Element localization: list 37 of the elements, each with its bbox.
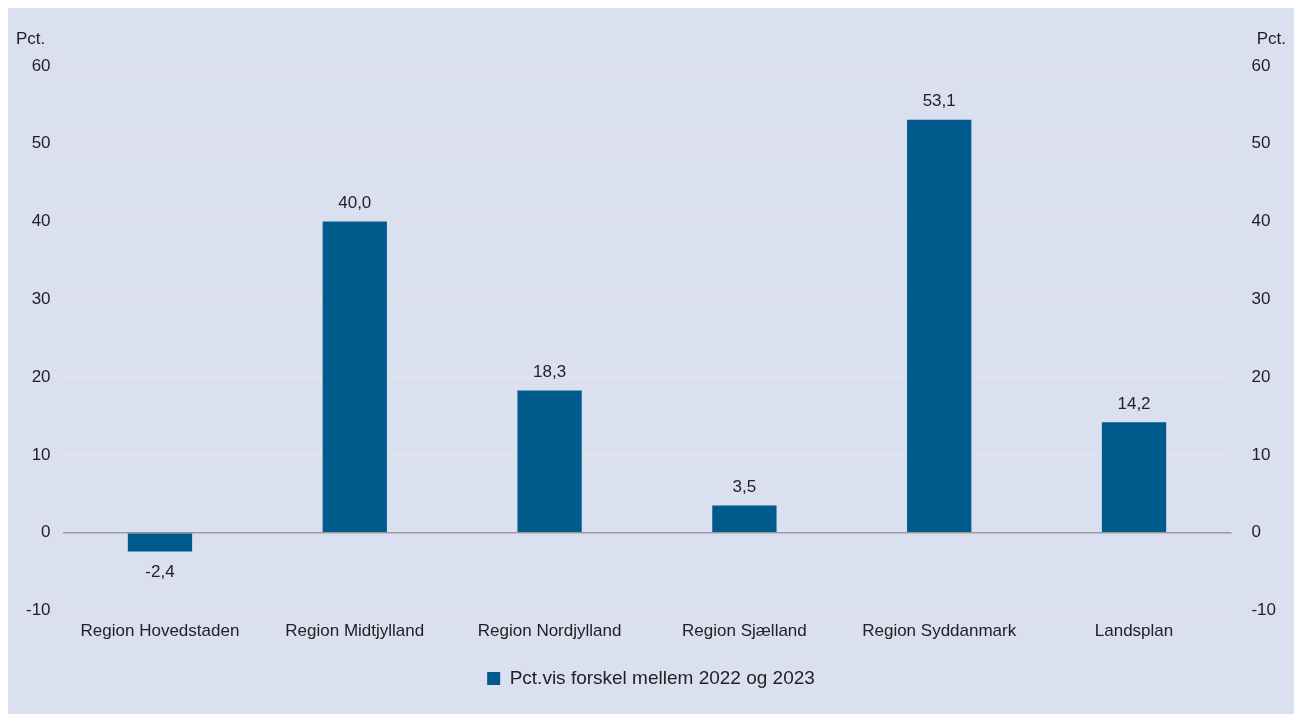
y2-tick-label: 0 [1251, 522, 1261, 542]
x-tick-label: Region Midtjylland [285, 621, 425, 641]
y-tick-label: 40 [31, 211, 51, 231]
y2-tick-label: -10 [1251, 600, 1277, 620]
y2-tick-label: 50 [1251, 133, 1271, 153]
x-tick-label: Region Hovedstaden [80, 621, 240, 641]
y2-tick-label: 20 [1251, 366, 1271, 386]
y2-tick-label: 40 [1251, 211, 1271, 231]
y2-axis-title: Pct. [1256, 29, 1286, 49]
bar [322, 221, 387, 533]
y2-tick-label: 60 [1251, 55, 1271, 75]
data-label: 14,2 [1117, 393, 1151, 413]
data-label: 3,5 [732, 476, 757, 496]
y-tick-label: -10 [25, 600, 51, 620]
data-label: 53,1 [922, 90, 956, 110]
data-label: 40,0 [338, 192, 372, 212]
y2-tick-label: 30 [1251, 289, 1271, 309]
y-tick-label: 50 [31, 133, 51, 153]
data-label: 18,3 [533, 361, 567, 381]
data-label: -2,4 [145, 561, 175, 581]
x-tick-label: Landsplan [1094, 621, 1174, 641]
bar [907, 119, 972, 533]
bar [517, 390, 582, 533]
y-tick-label: 60 [31, 55, 51, 75]
y-axis-title: Pct. [16, 29, 46, 49]
legend-label: Pct.vis forskel mellem 2022 og 2023 [509, 666, 815, 688]
y-tick-label: 30 [31, 289, 51, 309]
x-tick-label: Region Nordjylland [477, 621, 622, 641]
y-tick-label: 10 [31, 444, 51, 464]
bar [127, 533, 193, 552]
bar [1101, 422, 1167, 533]
x-tick-label: Region Syddanmark [862, 621, 1017, 641]
bar [712, 505, 777, 533]
x-tick-label: Region Sjælland [682, 621, 807, 641]
y2-tick-label: 10 [1251, 444, 1271, 464]
y-tick-label: 20 [31, 366, 51, 386]
y-tick-label: 0 [41, 522, 51, 542]
